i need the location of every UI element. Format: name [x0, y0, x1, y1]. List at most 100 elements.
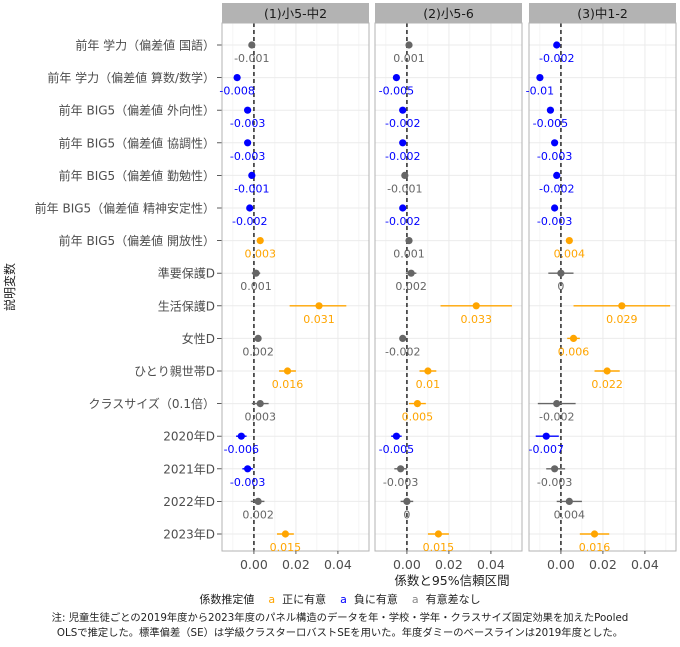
panel-title: (2)小5-6	[423, 6, 474, 21]
legend-key-ns-icon: a	[411, 593, 419, 606]
point-estimate	[551, 465, 559, 473]
point-estimate	[407, 269, 415, 277]
estimate-label: 0.001	[240, 280, 272, 293]
x-tick-label: 0.00	[547, 557, 575, 572]
estimate-label: -0.003	[230, 117, 265, 130]
footnote: 注: 児童生徒ごとの2019年度から2023年度のパネル構造のデータを年・学校・…	[0, 611, 680, 641]
point-estimate	[618, 302, 626, 310]
panel-border	[374, 22, 523, 552]
estimate-label: -0.002	[385, 117, 420, 130]
estimate-label: -0.003	[537, 215, 572, 228]
estimate-label: -0.005	[379, 85, 414, 98]
point-estimate	[565, 237, 573, 245]
point-estimate	[472, 302, 480, 310]
estimate-label: 0.003	[244, 411, 276, 424]
point-estimate	[281, 530, 290, 538]
y-axis-label: 前年 BIG5（偏差値 勤勉性）	[59, 168, 215, 183]
panel-strip	[222, 3, 369, 23]
x-tick-label: 0.00	[393, 557, 421, 572]
point-estimate	[256, 237, 264, 245]
y-axis-label: 前年 BIG5（偏差値 外向性）	[59, 103, 215, 118]
point-estimate	[392, 74, 401, 82]
y-axis-label: 前年 学力（偏差値 国語）	[75, 38, 215, 53]
estimate-label: 0.016	[579, 541, 611, 554]
point-estimate	[536, 74, 544, 82]
legend-label-negative: 負に有意	[353, 593, 398, 606]
point-estimate	[413, 400, 422, 408]
y-axis-label: 前年 BIG5（偏差値 開放性）	[59, 233, 215, 248]
estimate-label: -0.005	[533, 117, 568, 130]
estimate-label: -0.007	[528, 443, 563, 456]
y-axis-label: 2023年D	[163, 528, 215, 542]
legend: 係数推定値 a 正に有意 a 負に有意 a 有意差なし	[0, 592, 680, 607]
point-estimate	[553, 171, 561, 179]
x-tick-label: 0.00	[240, 557, 268, 572]
point-estimate	[546, 106, 555, 114]
estimate-label: 0.01	[416, 378, 441, 391]
estimate-label: 0.002	[242, 345, 274, 358]
x-tick-label: 0.04	[477, 557, 505, 572]
x-tick-label: 0.02	[589, 557, 617, 572]
point-estimate	[603, 367, 611, 375]
y-axis-label: 前年 学力（偏差値 算数/数学）	[47, 70, 215, 85]
y-axis-label: 生活保護D	[158, 298, 215, 313]
estimate-label: 0.015	[270, 541, 302, 554]
footnote-line-2: OLSで推定した。標準偏差（SE）は学級クラスターロバストSEを用いた。年度ダミ…	[56, 627, 624, 639]
x-tick-label: 0.04	[631, 557, 659, 572]
point-estimate	[434, 530, 443, 538]
point-estimate	[569, 334, 578, 342]
point-estimate	[553, 41, 561, 49]
point-estimate	[403, 497, 411, 505]
estimate-label: 0.002	[395, 280, 427, 293]
chart-plot-area: 説明変数 前年 学力（偏差値 国語） 前年 学力（偏差値 算数/数学） 前年 BIG5…	[2, 3, 677, 588]
point-estimate	[399, 106, 407, 114]
y-axis-label: 2020年D	[163, 430, 215, 444]
x-tick-label: 0.04	[324, 557, 352, 572]
estimate-label: -0.003	[230, 476, 265, 489]
point-estimate	[590, 530, 599, 538]
point-estimate	[254, 497, 262, 505]
estimate-label: -0.01	[526, 85, 554, 98]
x-axis-title: 係数と95%信頼区間	[394, 573, 509, 588]
estimate-label: -0.002	[232, 215, 267, 228]
estimate-label: 0.001	[393, 52, 425, 65]
legend-key-positive-icon: a	[268, 593, 276, 606]
x-tick-label: 0.02	[435, 557, 463, 572]
panel-strip	[529, 3, 676, 23]
point-estimate	[405, 41, 413, 49]
point-estimate	[399, 204, 407, 212]
estimate-label: -0.006	[224, 443, 259, 456]
point-estimate	[424, 367, 432, 375]
point-estimate	[401, 171, 409, 179]
estimate-label: -0.002	[539, 182, 574, 195]
estimate-label: 0.003	[244, 248, 276, 261]
estimate-label: 0.033	[460, 313, 492, 326]
legend-key-negative-icon: a	[340, 593, 347, 606]
point-estimate	[233, 74, 241, 82]
point-estimate	[399, 334, 407, 342]
y-axis-title: 説明変数	[2, 263, 17, 311]
estimate-label: 0.016	[272, 378, 304, 391]
point-estimate	[244, 465, 252, 473]
estimate-label: -0.005	[379, 443, 414, 456]
estimate-label: 0.022	[591, 378, 623, 391]
point-estimate	[237, 432, 245, 440]
estimate-label: -0.001	[234, 52, 269, 65]
estimate-label: -0.003	[537, 476, 572, 489]
legend-label-positive: 正に有意	[282, 593, 327, 606]
estimate-label: 0	[403, 508, 410, 521]
estimate-label: -0.003	[383, 476, 418, 489]
point-estimate	[252, 269, 260, 277]
estimate-label: 0.004	[554, 508, 586, 521]
y-axis-label: 前年 BIG5（偏差値 協調性）	[59, 135, 215, 150]
y-axis-label: 準要保護D	[158, 266, 215, 281]
y-axis-label: ひとり親世帯D	[134, 365, 215, 379]
y-axis-label: 前年 BIG5（偏差値 精神安定性）	[35, 201, 215, 216]
y-axis-label: クラスサイズ（0.1倍）	[89, 396, 216, 411]
panel-border	[528, 22, 677, 552]
estimate-label: 0.001	[393, 248, 425, 261]
estimate-label: -0.008	[219, 85, 254, 98]
point-estimate	[256, 400, 264, 408]
estimate-label: -0.001	[387, 182, 422, 195]
point-estimate	[246, 204, 254, 212]
